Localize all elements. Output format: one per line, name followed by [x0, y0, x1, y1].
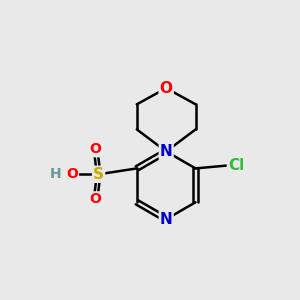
Text: O: O: [90, 192, 102, 206]
Text: Cl: Cl: [228, 158, 244, 173]
Text: O: O: [66, 167, 78, 181]
Text: N: N: [160, 212, 172, 227]
Text: S: S: [93, 167, 104, 182]
Text: N: N: [160, 144, 172, 159]
Text: O: O: [90, 142, 102, 156]
Text: H: H: [50, 167, 62, 181]
Text: O: O: [160, 81, 173, 96]
